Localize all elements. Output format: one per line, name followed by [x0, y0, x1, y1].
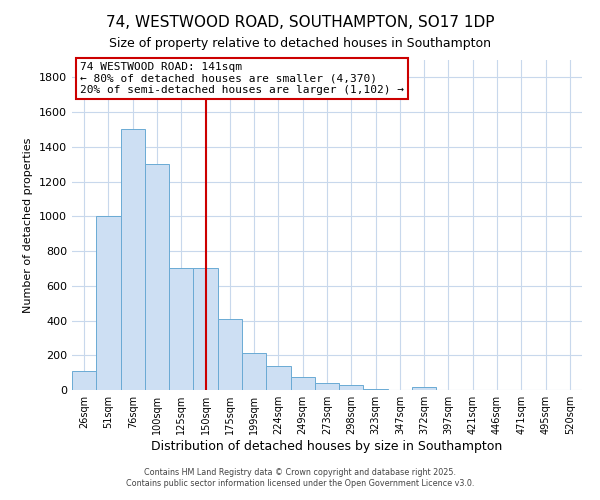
- Bar: [315, 383, 339, 390]
- Bar: [145, 164, 169, 390]
- Text: 74 WESTWOOD ROAD: 141sqm
← 80% of detached houses are smaller (4,370)
20% of sem: 74 WESTWOOD ROAD: 141sqm ← 80% of detach…: [80, 62, 404, 95]
- Bar: [339, 385, 364, 390]
- Text: 74, WESTWOOD ROAD, SOUTHAMPTON, SO17 1DP: 74, WESTWOOD ROAD, SOUTHAMPTON, SO17 1DP: [106, 15, 494, 30]
- Y-axis label: Number of detached properties: Number of detached properties: [23, 138, 34, 312]
- X-axis label: Distribution of detached houses by size in Southampton: Distribution of detached houses by size …: [151, 440, 503, 453]
- Bar: [290, 377, 315, 390]
- Bar: [218, 319, 242, 390]
- Bar: [266, 366, 290, 390]
- Bar: [193, 268, 218, 390]
- Bar: [121, 130, 145, 390]
- Text: Contains HM Land Registry data © Crown copyright and database right 2025.
Contai: Contains HM Land Registry data © Crown c…: [126, 468, 474, 487]
- Bar: [72, 371, 96, 390]
- Bar: [412, 387, 436, 390]
- Bar: [364, 389, 388, 390]
- Bar: [96, 216, 121, 390]
- Bar: [169, 268, 193, 390]
- Bar: [242, 352, 266, 390]
- Text: Size of property relative to detached houses in Southampton: Size of property relative to detached ho…: [109, 38, 491, 51]
